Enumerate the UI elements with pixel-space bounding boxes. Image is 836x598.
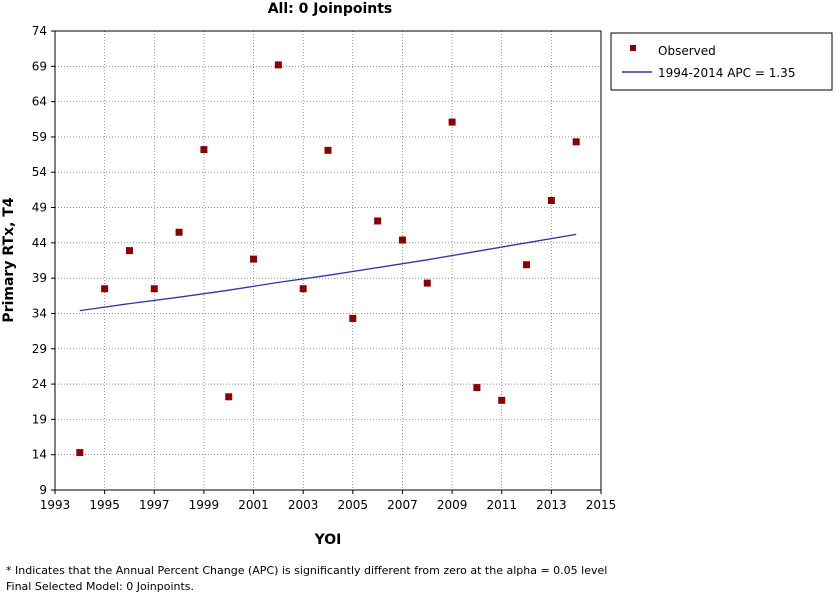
x-tick-label: 2009: [437, 498, 468, 512]
y-tick-label: 64: [32, 95, 47, 109]
observed-point: [150, 285, 158, 293]
joinpoint-chart: All: 0 Joinpoints 1993 1995 1997 1999 2001 20…: [1, 1, 833, 548]
footnote-model: Final Selected Model: 0 Joinpoints.: [6, 580, 195, 593]
y-tick-label: 19: [32, 412, 47, 426]
observed-point: [423, 279, 431, 287]
x-tick-label: 2005: [338, 498, 369, 512]
legend-observed-marker: [630, 45, 636, 51]
series: [76, 61, 580, 457]
x-tick-label: 2015: [586, 498, 617, 512]
y-tick-label: 59: [32, 130, 47, 144]
observed-point: [398, 236, 406, 244]
chart-title: All: 0 Joinpoints: [268, 1, 393, 17]
y-tick-label: 54: [32, 165, 47, 179]
x-tick-label: 1993: [40, 498, 71, 512]
observed-point: [547, 196, 555, 204]
grid: [54, 30, 602, 491]
y-tick-label: 34: [32, 306, 47, 320]
observed-point: [448, 118, 456, 126]
x-tick-label: 1995: [89, 498, 120, 512]
plot-area: [54, 30, 602, 491]
y-tick-label: 49: [32, 201, 47, 215]
axis-ticks: 1993 1995 1997 1999 2001 2003 2005 2007 2009 2011…: [32, 24, 617, 512]
observed-point: [274, 61, 282, 69]
y-tick-label: 14: [32, 448, 47, 462]
observed-point: [498, 396, 506, 404]
x-tick-label: 2011: [486, 498, 517, 512]
y-tick-label: 29: [32, 342, 47, 356]
footnote-apc: * Indicates that the Annual Percent Chan…: [6, 564, 608, 577]
observed-point: [572, 138, 580, 146]
apc-trend-line: [79, 233, 577, 312]
observed-point: [250, 255, 258, 263]
x-tick-label: 2003: [288, 498, 319, 512]
observed-point: [299, 285, 307, 293]
y-tick-label: 69: [32, 59, 47, 73]
observed-point: [523, 261, 531, 269]
legend-observed-label: Observed: [658, 44, 716, 58]
observed-point: [225, 393, 233, 401]
y-tick-label: 74: [32, 24, 47, 38]
observed-point: [349, 314, 357, 322]
observed-point: [175, 228, 183, 236]
y-tick-label: 44: [32, 236, 47, 250]
x-tick-label: 2007: [387, 498, 418, 512]
legend: Observed 1994-2014 APC = 1.35: [610, 32, 833, 91]
observed-point: [324, 146, 332, 154]
y-tick-label: 9: [39, 483, 47, 497]
observed-point: [76, 449, 84, 457]
y-axis-label: Primary RTx, T4: [1, 197, 17, 322]
observed-point: [374, 217, 382, 225]
x-tick-label: 1997: [139, 498, 170, 512]
observed-point: [200, 146, 208, 154]
y-tick-label: 24: [32, 377, 47, 391]
x-tick-label: 2001: [238, 498, 269, 512]
observed-point: [125, 247, 133, 255]
observed-point: [473, 384, 481, 392]
x-axis-label: YOI: [314, 532, 342, 548]
observed-point: [101, 285, 109, 293]
legend-apc-label: 1994-2014 APC = 1.35: [658, 66, 795, 80]
x-tick-label: 2013: [536, 498, 567, 512]
legend-box: [610, 32, 833, 91]
x-tick-label: 1999: [189, 498, 220, 512]
y-tick-label: 39: [32, 271, 47, 285]
